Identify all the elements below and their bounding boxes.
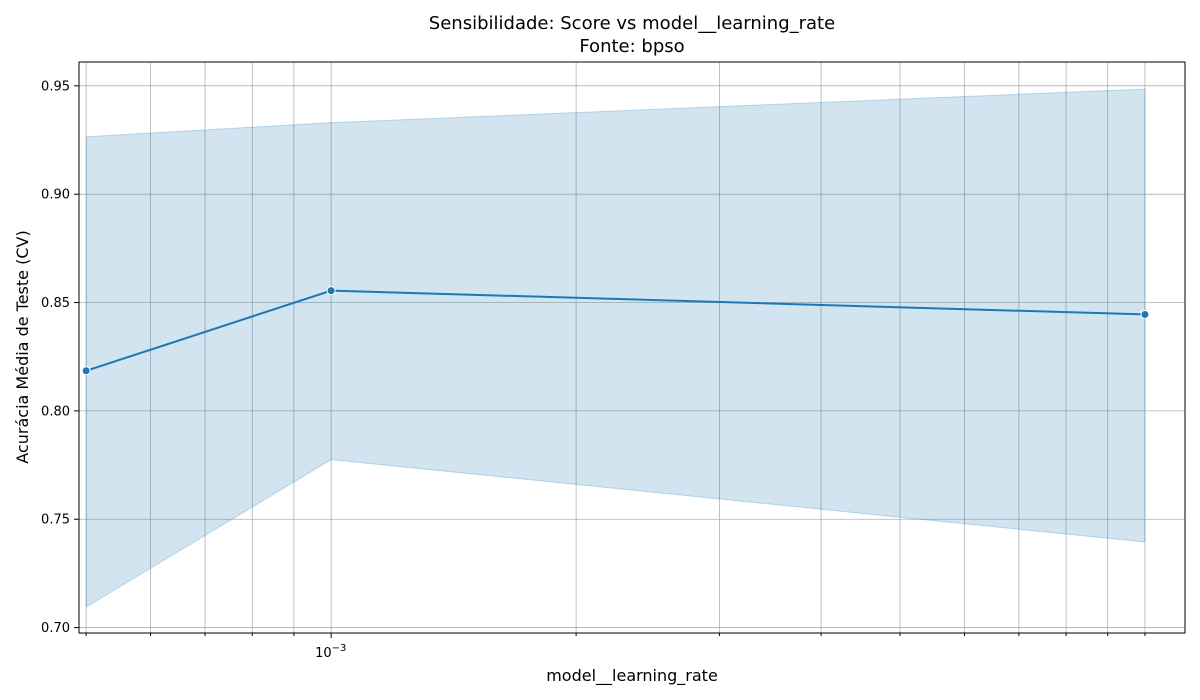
y-tick-label: 0.70 — [41, 621, 70, 636]
grid-layer — [79, 62, 1185, 633]
x-tick-label: 10−3 — [315, 643, 346, 661]
data-point — [1140, 309, 1150, 319]
data-point — [81, 366, 91, 376]
y-tick-label: 0.85 — [41, 296, 70, 311]
y-axis-label: Acurácia Média de Teste (CV) — [13, 230, 32, 463]
tick-layer: 0.70 0.75 0.80 0.85 0.90 0.95 10−3 — [41, 79, 1146, 661]
data-point — [326, 286, 336, 296]
plot-frame — [78, 61, 1186, 634]
point-layer — [81, 286, 1150, 376]
confidence-band — [85, 88, 1146, 608]
y-tick-label: 0.95 — [41, 79, 70, 94]
y-tick-label: 0.75 — [41, 513, 70, 528]
x-axis-label: model__learning_rate — [546, 666, 718, 686]
y-tick-label: 0.90 — [41, 188, 70, 203]
chart-title: Sensibilidade: Score vs model__learning_… — [429, 13, 835, 34]
y-tick-label: 0.80 — [41, 404, 70, 419]
confidence-band-layer — [85, 88, 1146, 608]
chart-subtitle: Fonte: bpso — [579, 36, 684, 57]
